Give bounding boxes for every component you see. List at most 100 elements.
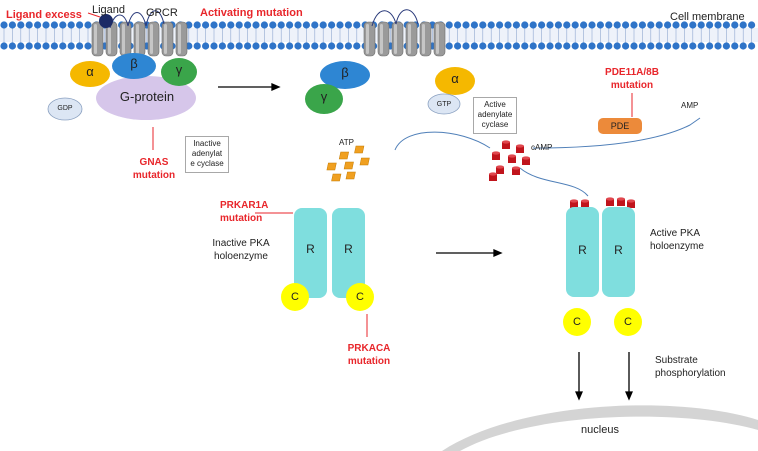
gtp-label: GTP [436, 101, 452, 108]
membrane-bead [244, 42, 252, 50]
membrane-bead [588, 21, 596, 29]
membrane-bead [260, 42, 268, 50]
transmembrane-helix [363, 21, 376, 57]
inactive-c-left-label: C [291, 291, 299, 303]
membrane-bead [512, 21, 521, 29]
camp-cylinder [617, 199, 625, 206]
arrows [218, 83, 633, 401]
atp-cube [326, 162, 337, 171]
active-cyclase-box: Active adenylate cyclase [473, 97, 517, 134]
transmembrane-helix [119, 21, 132, 57]
transmembrane-helix [133, 21, 146, 57]
membrane-bead [76, 21, 84, 29]
nucleus-inner [460, 416, 758, 451]
membrane-bead [731, 21, 739, 29]
membrane-bead [227, 42, 235, 50]
transmembrane-helix [377, 21, 390, 57]
membrane-bead [34, 42, 42, 50]
membrane-bead [294, 21, 302, 29]
membrane-bead [638, 21, 647, 29]
membrane-bead [50, 42, 59, 50]
membrane-bead [67, 21, 75, 29]
membrane-bead [311, 21, 319, 29]
membrane-bead [202, 42, 210, 50]
membrane-bead [554, 21, 563, 29]
membrane-bead [319, 21, 327, 29]
camp-cylinder [581, 201, 589, 208]
membrane-bead [596, 21, 605, 29]
ligand-excess-label: Ligand excess [6, 9, 82, 21]
membrane-bead [0, 42, 8, 50]
membrane-bead [302, 42, 310, 50]
membrane-bead [655, 21, 663, 29]
membrane-bead [193, 21, 201, 29]
beta-label: β [130, 56, 138, 71]
membrane-bead [336, 21, 344, 29]
membrane-bead [202, 21, 210, 29]
alpha-label: α [86, 64, 94, 79]
active-pka-line1: Active PKA [650, 228, 701, 239]
membrane-bead [563, 42, 571, 50]
membrane-bead [638, 42, 647, 50]
membrane-bead [731, 42, 739, 50]
membrane-bead [722, 21, 731, 29]
activating-mutation-label: Activating mutation [200, 7, 303, 19]
membrane-bead [689, 42, 697, 50]
atp-cube [343, 161, 354, 170]
membrane-bead [328, 21, 336, 29]
membrane-bead [554, 42, 563, 50]
membrane-bead [445, 42, 453, 50]
membrane-bead [613, 42, 621, 50]
membrane-bead [580, 21, 588, 29]
pathway-curves [394, 117, 701, 197]
membrane-bead [496, 21, 504, 29]
membrane-bead [521, 42, 529, 50]
pde-enzyme [598, 118, 642, 134]
membrane-bead [336, 42, 344, 50]
membrane-bead [34, 21, 42, 29]
membrane-bead [311, 42, 319, 50]
membrane-bead [647, 42, 655, 50]
nucleus-label: nucleus [581, 424, 619, 436]
inactive-cyclase-box: Inactive adenylat e cyclase [185, 136, 229, 173]
transmembrane-helix [405, 21, 418, 57]
active-pka-c-left [563, 308, 591, 336]
membrane-bead [25, 42, 33, 50]
ligand-label: Ligand [92, 4, 126, 16]
active-pka-r-right [602, 207, 635, 297]
inactive-r-left-label: R [306, 242, 315, 256]
membrane-bead [538, 21, 546, 29]
prkar1a-line1: PRKAR1A [220, 200, 269, 211]
inactive-pka-line1: Inactive PKA [212, 238, 270, 249]
cyclase-extracellular-loop [371, 9, 419, 27]
membrane-bead [689, 21, 697, 29]
membrane-bead [714, 42, 722, 50]
membrane-bead [235, 21, 243, 29]
camp-cylinder [516, 146, 524, 153]
membrane-bead [571, 42, 579, 50]
active-pka-line2: holoenzyme [650, 241, 704, 252]
membrane-bead [269, 42, 277, 50]
camp-molecules [489, 140, 635, 208]
membrane-bead [571, 21, 579, 29]
gnas-mutation-line2: mutation [132, 170, 176, 181]
membrane-bead [328, 42, 336, 50]
membrane-bead [630, 21, 638, 29]
membrane-bead [622, 21, 630, 29]
membrane-bead [470, 42, 478, 50]
atp-label: ATP [339, 138, 354, 147]
membrane-bead [664, 42, 672, 50]
membrane-bead [462, 42, 470, 50]
membrane-bead [260, 21, 268, 29]
transmembrane-helix [91, 21, 104, 57]
membrane-bead [521, 21, 529, 29]
transmembrane-helix [433, 21, 446, 57]
membrane-bead [353, 21, 361, 29]
membrane-bead [672, 21, 680, 29]
active-r-right-label: R [614, 243, 623, 257]
transmembrane-helix [175, 21, 188, 57]
membrane-bead [538, 42, 546, 50]
membrane-bead [319, 42, 327, 50]
inactive-r-right-label: R [344, 242, 353, 256]
membrane-bead [462, 21, 470, 29]
